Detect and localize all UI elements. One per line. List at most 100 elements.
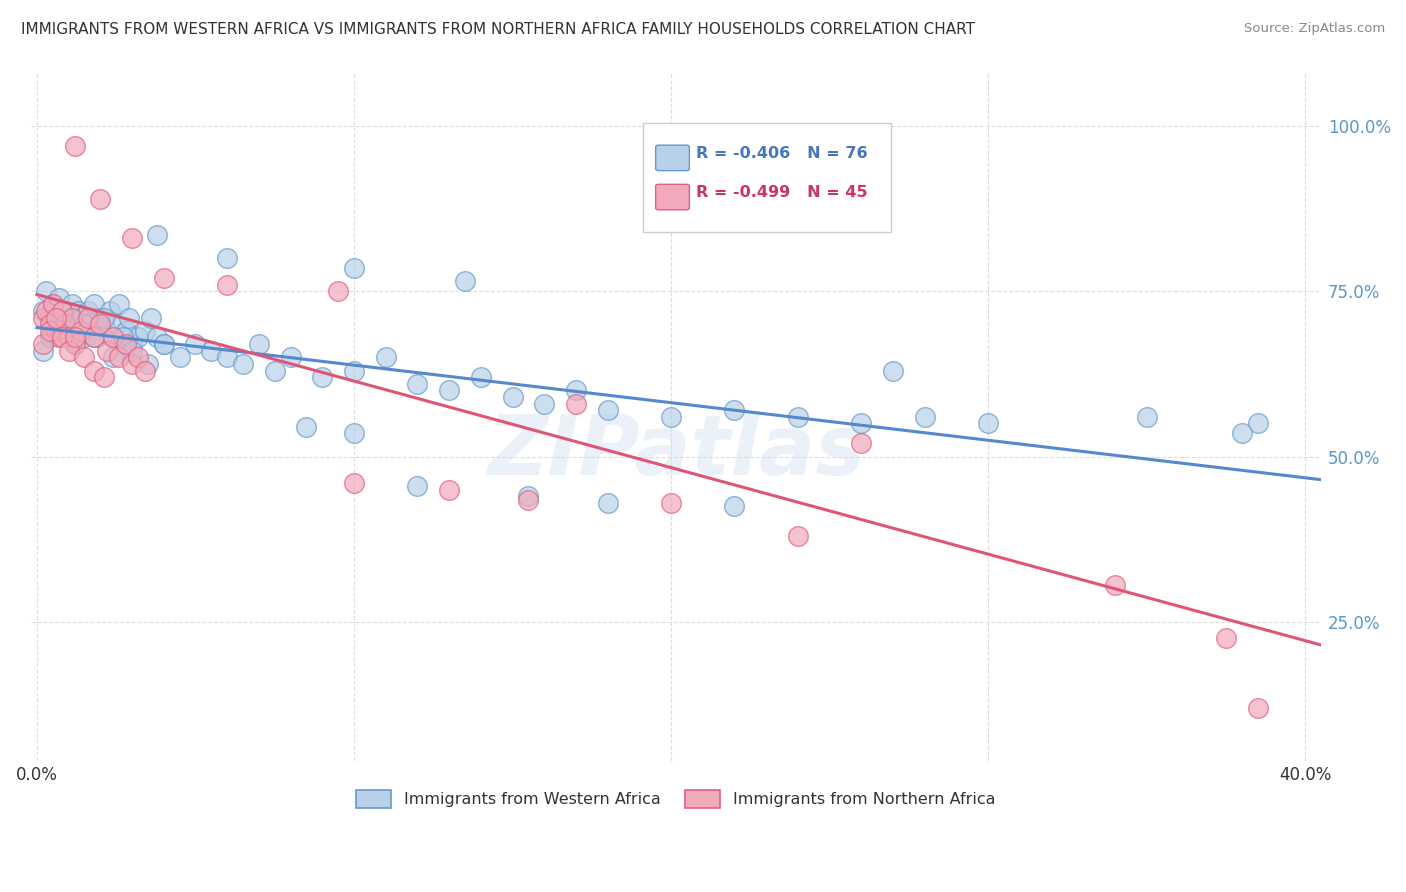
Point [200,343,222,358]
Point [51,304,73,318]
Point [45,318,67,332]
Point [437,483,460,497]
Point [93,310,115,325]
Point [723,403,745,417]
Point [596,403,619,417]
Point [32,343,55,358]
Point [374,351,396,365]
Point [533,396,555,410]
Point [32,310,55,325]
Point [108,297,131,311]
Point [517,489,540,503]
Point [121,343,143,358]
Point [118,310,141,325]
Point [105,318,128,332]
Point [184,337,207,351]
Point [48,291,70,305]
Point [280,351,302,365]
Point [51,304,73,318]
Point [73,351,96,365]
Point [89,318,111,332]
Point [89,310,111,325]
Point [121,337,143,351]
Point [121,231,143,245]
Point [58,324,80,338]
Point [93,318,115,332]
Point [101,330,124,344]
Point [42,297,65,311]
Point [38,318,60,332]
Point [111,337,134,351]
Point [454,274,477,288]
Point [63,324,86,338]
Legend: Immigrants from Western Africa, Immigrants from Northern Africa: Immigrants from Western Africa, Immigran… [350,783,1001,814]
Point [38,324,60,338]
Point [247,337,270,351]
Point [1215,632,1237,646]
Point [146,227,169,242]
Point [35,304,58,318]
Point [86,330,108,344]
Point [55,318,77,332]
Point [63,337,86,351]
Point [60,297,83,311]
Point [101,330,124,344]
Point [121,357,143,371]
Point [58,318,80,332]
Point [343,426,366,441]
Point [48,330,70,344]
Point [127,330,149,344]
Point [51,310,73,325]
Point [152,337,174,351]
Point [470,370,492,384]
Point [45,318,67,332]
Point [517,492,540,507]
Point [96,324,118,338]
Point [295,419,318,434]
Point [786,529,808,543]
Point [63,330,86,344]
Point [101,351,124,365]
Point [83,330,105,344]
Point [32,337,55,351]
Point [406,479,429,493]
Point [58,343,80,358]
Point [32,304,55,318]
Point [565,396,588,410]
Point [134,363,156,377]
Point [326,284,349,298]
Point [1104,578,1126,592]
Point [83,363,105,377]
Point [73,318,96,332]
Point [406,376,429,391]
Point [1136,409,1159,424]
Point [111,330,134,344]
Point [217,251,239,265]
Point [67,304,90,318]
Point [232,357,254,371]
Point [311,370,333,384]
Point [89,192,111,206]
Text: ZIPatlas: ZIPatlas [486,410,865,491]
Point [146,330,169,344]
Point [58,330,80,344]
Point [263,363,285,377]
Point [217,351,239,365]
Point [70,324,93,338]
Point [83,330,105,344]
Point [977,417,1000,431]
Point [51,330,73,344]
Point [152,337,174,351]
Point [1246,417,1268,431]
Point [139,310,162,325]
Point [134,324,156,338]
Text: R = -0.406   N = 76: R = -0.406 N = 76 [696,146,868,161]
Point [1230,426,1253,441]
Point [45,324,67,338]
Text: Source: ZipAtlas.com: Source: ZipAtlas.com [1244,22,1385,36]
Point [35,284,58,298]
Point [565,384,588,398]
Point [914,409,936,424]
Point [217,277,239,292]
Point [76,304,98,318]
